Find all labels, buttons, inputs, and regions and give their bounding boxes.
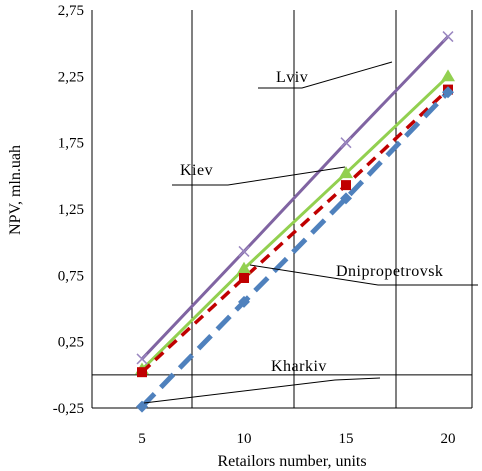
lviv-x-marker <box>136 353 148 365</box>
x-tick-label: 15 <box>339 431 354 447</box>
kiev-triangle-marker <box>441 69 455 82</box>
kharkiv-series-line <box>140 90 450 409</box>
kharkiv-leader-line <box>143 377 381 404</box>
dnipropetrovsk-square-marker <box>341 180 351 191</box>
dnipropetrovsk-square-marker <box>239 272 249 283</box>
y-axis-title: NPV, mln.uah <box>7 145 24 235</box>
kharkiv-diamond-marker <box>136 400 148 413</box>
x-tick-label: 10 <box>237 431 252 447</box>
lviv-series-line <box>140 35 450 360</box>
x-tick-labels: 5 10 15 20 <box>138 431 455 447</box>
kiev-triangle-marker <box>339 166 353 179</box>
x-tick-label: 5 <box>138 431 146 447</box>
y-tick-labels: 2,75 2,25 1,75 1,25 0,75 0,25 -0,25 <box>53 3 84 417</box>
y-tick-label: 0,75 <box>58 268 84 284</box>
series-lines <box>140 35 450 409</box>
series-markers <box>135 31 455 413</box>
kharkiv-diamond-marker <box>442 86 454 99</box>
x-tick-label: 20 <box>441 431 456 447</box>
y-tick-label: 1,25 <box>58 202 84 218</box>
dnipropetrovsk-series-line <box>140 88 450 374</box>
kharkiv-label: Kharkiv <box>271 358 327 375</box>
y-tick-label: 2,25 <box>58 69 84 85</box>
dnipropetrovsk-square-marker <box>137 367 147 378</box>
kharkiv-diamond-marker <box>340 192 352 205</box>
lviv-x-marker <box>340 137 352 149</box>
lviv-leader-line <box>258 61 393 89</box>
y-tick-label: -0,25 <box>53 401 84 417</box>
kharkiv-diamond-marker <box>238 295 250 308</box>
y-tick-label: 1,75 <box>58 136 84 152</box>
y-tick-label: 0,25 <box>58 335 84 351</box>
kiev-leader-line <box>172 166 346 186</box>
lviv-x-marker <box>442 31 454 43</box>
dnipropetrovsk-label: Dnipropetrovsk <box>336 263 443 280</box>
lviv-label: Lviv <box>276 69 308 86</box>
kiev-series-line <box>140 75 450 371</box>
lviv-x-marker <box>238 245 250 257</box>
x-axis-title: Retailors number, units <box>217 453 366 470</box>
y-tick-label: 2,75 <box>58 3 84 19</box>
dnipropetrovsk-leader-line <box>249 264 478 286</box>
kiev-label: Kiev <box>180 162 213 179</box>
kiev-triangle-marker <box>237 261 251 274</box>
gridlines <box>191 10 397 408</box>
